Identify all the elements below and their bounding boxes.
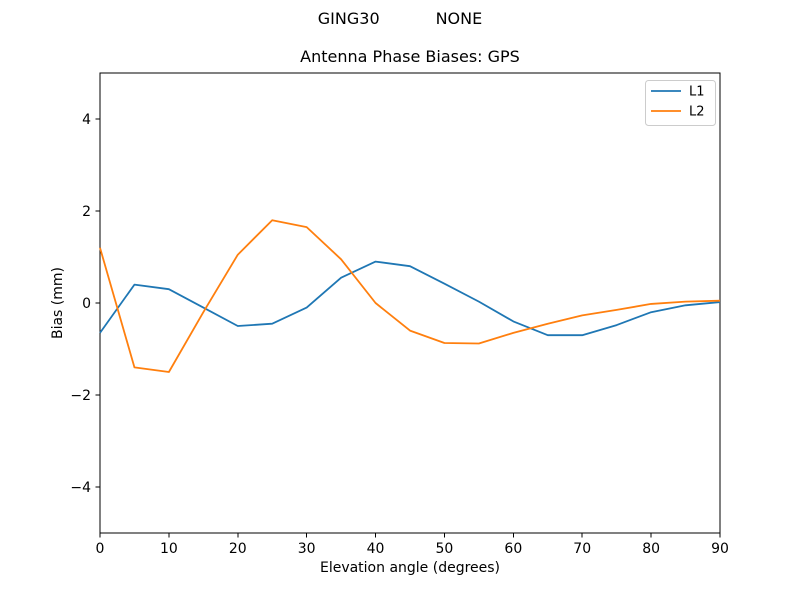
series-line-l1	[99, 260, 721, 337]
x-tick-label: 10	[160, 541, 178, 557]
chart-title: Antenna Phase Biases: GPS	[300, 47, 520, 66]
series-line-l2	[99, 219, 721, 373]
y-axis-label: Bias (mm)	[50, 266, 66, 340]
series-lines	[99, 219, 721, 373]
x-tick-label: 20	[229, 541, 247, 557]
figure-suptitle: GING30 NONE	[317, 9, 483, 28]
y-tick-label: 2	[82, 204, 91, 220]
x-tick-label: 50	[436, 541, 454, 557]
y-axis-ticks: −4 −2 0 2 4	[70, 112, 100, 496]
legend-label-l1: L1	[689, 85, 705, 100]
x-tick-label: 80	[642, 541, 660, 557]
x-tick-label: 40	[367, 541, 385, 557]
x-tick-label: 70	[573, 541, 591, 557]
x-tick-label: 60	[504, 541, 522, 557]
y-tick-label: −4	[70, 480, 91, 496]
legend: L1 L2	[645, 80, 716, 126]
x-tick-label: 0	[96, 541, 105, 557]
x-axis-label: Elevation angle (degrees)	[319, 560, 501, 576]
y-tick-label: −2	[70, 388, 91, 404]
y-tick-label: 4	[82, 112, 91, 128]
legend-box	[645, 80, 716, 126]
x-axis-ticks: 0 10 20 30 40 50 60 70 80 90	[96, 533, 729, 557]
y-tick-label: 0	[82, 296, 91, 312]
x-tick-label: 30	[298, 541, 316, 557]
legend-label-l2: L2	[689, 105, 705, 120]
x-tick-label: 90	[711, 541, 729, 557]
